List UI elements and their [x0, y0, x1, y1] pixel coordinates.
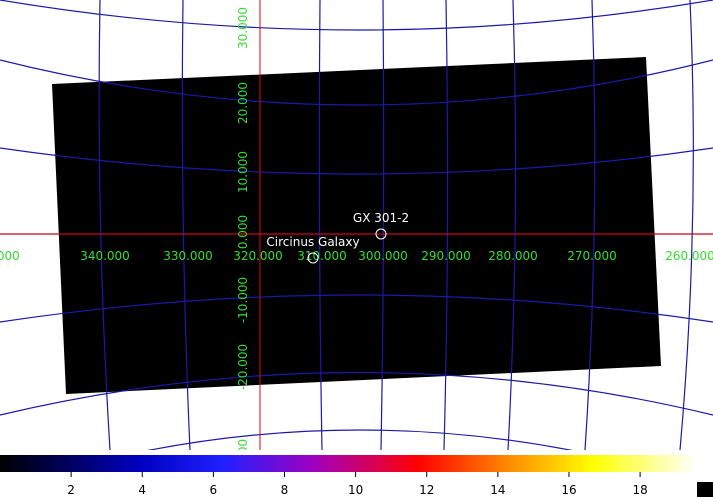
- colorbar-tick-label: 18: [632, 483, 647, 497]
- colorbar-tick-label: 8: [281, 483, 289, 497]
- colorbar-tick-label: 4: [138, 483, 146, 497]
- longitude-label: 280.000: [488, 249, 538, 263]
- longitude-label: 310.000: [297, 249, 347, 263]
- colorbar-tick-label: 14: [490, 483, 505, 497]
- source-marker[interactable]: [375, 228, 387, 240]
- source-label: GX 301-2: [353, 211, 409, 225]
- image-area: 350.000 340.000 330.000 320.000 310.000 300.0…: [0, 0, 713, 485]
- longitude-label: 270.000: [567, 249, 617, 263]
- latitude-label: -20.000: [236, 344, 250, 390]
- longitude-label: 260.000: [665, 249, 713, 263]
- exposure-map: [52, 57, 661, 394]
- colorbar: [0, 455, 697, 472]
- colorbar-tick-label: 16: [561, 483, 576, 497]
- colorbar-end: [697, 482, 713, 497]
- longitude-label: 340.000: [80, 249, 130, 263]
- latitude-label: 0.000: [236, 215, 250, 249]
- latitude-label: 30.000: [236, 7, 250, 49]
- colorbar-tick-label: 2: [67, 483, 75, 497]
- longitude-label: 300.000: [358, 249, 408, 263]
- latitude-label: -10.000: [236, 277, 250, 323]
- latitude-label: 10.000: [236, 151, 250, 193]
- longitude-label: 330.000: [163, 249, 213, 263]
- longitude-label: 350.000: [0, 249, 20, 263]
- coordinate-grid: [0, 0, 713, 450]
- source-label: Circinus Galaxy: [266, 235, 359, 249]
- source-marker[interactable]: [307, 252, 319, 264]
- longitude-label: 290.000: [421, 249, 471, 263]
- colorbar-tick-label: 6: [210, 483, 218, 497]
- latitude-label: -30.000: [236, 439, 250, 485]
- longitude-label: 320.000: [233, 249, 283, 263]
- colorbar-tick-label: 10: [348, 483, 363, 497]
- colorbar-tick-label: 12: [419, 483, 434, 497]
- latitude-label: 20.000: [236, 82, 250, 124]
